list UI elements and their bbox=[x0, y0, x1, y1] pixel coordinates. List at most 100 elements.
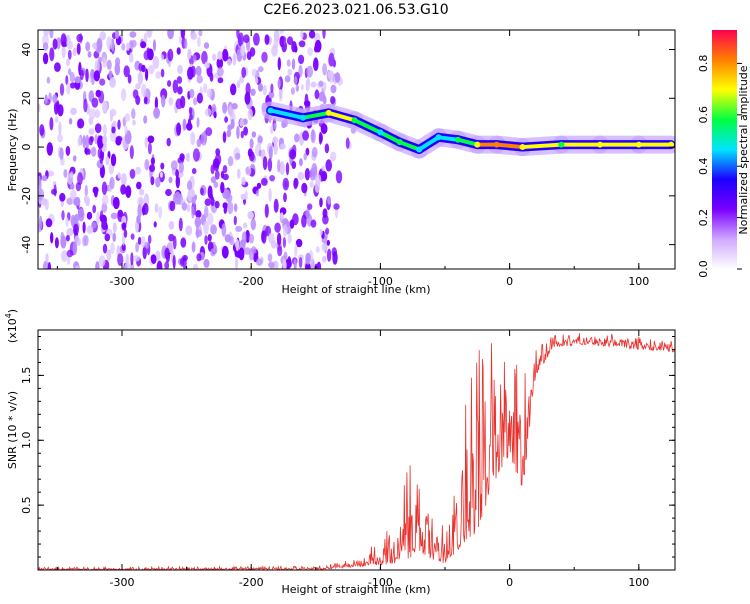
noise-blob bbox=[214, 200, 220, 209]
noise-blob bbox=[76, 43, 81, 55]
noise-blob bbox=[273, 122, 277, 130]
noise-blob bbox=[155, 177, 161, 188]
snr-y-scale-close: ) bbox=[6, 309, 19, 313]
noise-blob bbox=[74, 76, 82, 84]
noise-blob bbox=[255, 77, 259, 84]
noise-blob bbox=[242, 118, 248, 125]
noise-blob bbox=[186, 180, 193, 191]
noise-blob bbox=[123, 229, 128, 238]
x-tick-label: 100 bbox=[628, 275, 649, 288]
noise-blob bbox=[244, 247, 251, 255]
noise-blob bbox=[256, 258, 263, 266]
noise-blob bbox=[194, 194, 197, 201]
noise-blob bbox=[298, 158, 303, 167]
noise-blob bbox=[237, 32, 244, 47]
noise-blob bbox=[325, 227, 330, 235]
noise-blob bbox=[42, 52, 49, 65]
noise-blob bbox=[46, 76, 51, 84]
noise-blob bbox=[92, 204, 97, 214]
noise-blob bbox=[135, 95, 141, 106]
noise-blob bbox=[258, 66, 264, 73]
noise-blob bbox=[109, 129, 117, 142]
noise-blob bbox=[66, 82, 71, 95]
noise-blob bbox=[50, 232, 54, 244]
noise-blob bbox=[307, 47, 313, 56]
noise-blob bbox=[58, 121, 62, 136]
noise-blob bbox=[152, 39, 157, 52]
noise-blob bbox=[160, 162, 165, 170]
noise-blob bbox=[322, 30, 326, 39]
noise-blob bbox=[87, 51, 92, 58]
noise-blob bbox=[213, 160, 220, 172]
noise-blob bbox=[180, 237, 187, 248]
noise-blob bbox=[258, 149, 262, 157]
noise-blob bbox=[261, 230, 265, 243]
noise-blob bbox=[117, 119, 121, 130]
noise-blob bbox=[144, 241, 150, 249]
noise-blob bbox=[279, 161, 285, 175]
snr-y-scale-exponent: 4 bbox=[4, 313, 13, 318]
noise-blob bbox=[187, 48, 192, 59]
noise-blob bbox=[38, 188, 45, 201]
colorbar-tick-label: 0.0 bbox=[697, 260, 710, 278]
ridge-point bbox=[474, 141, 481, 148]
y-tick-label: 20 bbox=[20, 91, 33, 105]
noise-blob bbox=[279, 30, 284, 35]
noise-blob bbox=[190, 32, 198, 40]
noise-blob bbox=[308, 30, 316, 39]
noise-blob bbox=[88, 128, 95, 135]
noise-blob bbox=[76, 33, 83, 43]
figure-title: C2E6.2023.021.06.53.G10 bbox=[263, 2, 448, 18]
noise-blob bbox=[234, 240, 239, 247]
noise-blob bbox=[314, 180, 321, 193]
y-tick-label: -40 bbox=[20, 236, 33, 254]
noise-blob bbox=[294, 243, 298, 257]
snr-y-scale-label: (x104) bbox=[4, 309, 19, 343]
noise-blob bbox=[168, 176, 173, 184]
noise-blob bbox=[294, 133, 300, 143]
noise-blob bbox=[278, 89, 283, 102]
noise-blob bbox=[120, 173, 127, 186]
noise-blob bbox=[117, 172, 121, 179]
noise-blob bbox=[176, 76, 183, 84]
noise-blob bbox=[249, 47, 256, 57]
noise-blob bbox=[99, 210, 104, 223]
noise-blob bbox=[238, 247, 245, 261]
noise-blob bbox=[321, 243, 328, 251]
snr-y-scale-base: (x10 bbox=[6, 318, 19, 343]
x-tick-label: -100 bbox=[368, 576, 393, 589]
noise-blob bbox=[190, 65, 196, 78]
noise-blob bbox=[147, 135, 155, 144]
snr-axes: -300 -200 -100 0 100 0.5 1.0 1.5 bbox=[20, 330, 675, 589]
noise-blob bbox=[164, 261, 170, 269]
noise-blob bbox=[330, 84, 337, 94]
x-tick-label: 0 bbox=[506, 576, 513, 589]
x-tick-label: -200 bbox=[239, 275, 264, 288]
colorbar-tick-label: 0.2 bbox=[697, 209, 710, 227]
noise-blob bbox=[175, 169, 180, 178]
noise-blob bbox=[332, 251, 338, 265]
noise-blob bbox=[109, 77, 116, 88]
ridge-point bbox=[396, 139, 403, 146]
noise-blob bbox=[217, 77, 224, 84]
noise-blob bbox=[235, 152, 241, 160]
noise-blob bbox=[217, 67, 224, 77]
noise-blob bbox=[59, 192, 66, 202]
noise-blob bbox=[127, 74, 132, 84]
noise-blob bbox=[69, 72, 75, 83]
noise-blob bbox=[60, 231, 65, 242]
ridge-point bbox=[519, 144, 526, 151]
noise-blob bbox=[42, 42, 49, 51]
noise-blob bbox=[60, 33, 67, 48]
noise-blob bbox=[222, 131, 227, 143]
noise-blob bbox=[160, 54, 165, 61]
noise-blob bbox=[306, 77, 310, 86]
noise-blob bbox=[298, 54, 305, 65]
noise-blob bbox=[70, 107, 77, 115]
colorbar-gradient bbox=[712, 30, 737, 269]
noise-blob bbox=[54, 62, 61, 72]
noise-blob bbox=[79, 69, 84, 81]
noise-blob bbox=[193, 54, 197, 63]
noise-blob bbox=[213, 244, 218, 254]
